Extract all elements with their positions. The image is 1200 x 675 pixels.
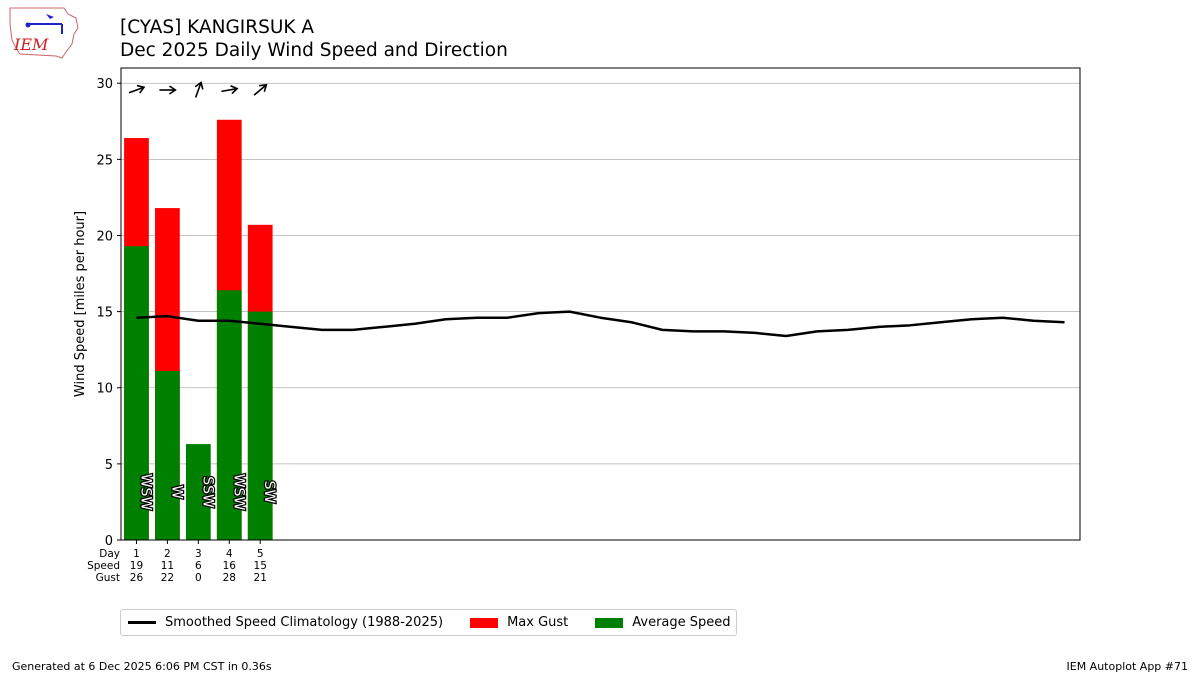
direction-arrow [159,85,177,95]
y-tick-label: 0 [105,534,113,549]
axes: 051015202530DaySpeedGust1192621122360416… [87,67,1081,584]
gust-value-label: 26 [130,572,144,584]
y-tick-label: 5 [105,458,113,473]
wind-chart: WSW W SSW WSW SW 051015202530DaySpeedGust119… [73,67,1081,584]
direction-arrow [221,84,239,95]
legend: Smoothed Speed Climatology (1988-2025) M… [120,609,737,636]
grid-lines [121,82,1080,465]
gust-value-label: 22 [161,572,174,584]
table-row-label: Day [99,548,120,560]
legend-avg: Average Speed [595,615,731,630]
direction-labels: WSW W SSW WSW SW [136,472,278,511]
direction-arrow-shaft [253,84,267,96]
generated-footer: Generated at 6 Dec 2025 6:06 PM CST in 0… [12,660,272,673]
legend-gust: Max Gust [470,615,568,630]
legend-climatology: Smoothed Speed Climatology (1988-2025) [128,615,443,630]
direction-label: WSW [137,474,153,511]
direction-arrow-head [168,85,177,95]
speed-value-label: 19 [130,560,143,572]
direction-arrow-shaft [221,87,237,93]
legend-line-swatch [128,621,156,624]
speed-value-label: 6 [195,560,202,572]
day-label: 4 [226,548,233,560]
legend-avg-swatch [595,617,624,628]
legend-gust-label: Max Gust [507,615,569,630]
legend-gust-swatch [470,617,499,628]
direction-arrow-head [230,84,239,95]
direction-arrow-head [194,81,204,90]
bars [124,119,273,541]
direction-label: WSW [230,474,246,511]
table-row-label: Gust [96,572,120,584]
y-axis-label: Wind Speed [miles per hour] [73,211,88,397]
gust-value-label: 21 [254,572,267,584]
y-tick-label: 30 [96,77,113,92]
legend-avg-label: Average Speed [632,615,731,630]
day-label: 2 [164,548,171,560]
direction-arrow-head [259,83,268,93]
direction-arrow [194,81,204,98]
direction-arrow [128,84,146,94]
y-tick-label: 20 [96,229,113,244]
direction-arrow-shaft [194,83,202,98]
y-tick-label: 25 [96,153,113,168]
avg-speed-bar [185,444,211,540]
direction-label: W [168,485,184,499]
direction-arrows [128,81,268,98]
speed-value-label: 16 [223,560,237,572]
gust-value-label: 28 [223,572,236,584]
avg-speed-bar [124,246,149,540]
day-label: 1 [133,548,140,560]
climatology-layer [136,310,1065,338]
y-tick-label: 15 [96,306,113,321]
iem-logo: IEM [9,7,79,59]
legend-climatology-label: Smoothed Speed Climatology (1988-2025) [165,615,444,630]
day-label: 5 [257,548,264,560]
direction-arrow [253,83,268,96]
plot-frame [120,67,1081,541]
direction-arrow-shaft [128,86,144,94]
day-label: 3 [195,548,202,560]
speed-value-label: 15 [254,560,267,572]
chart-title: [CYAS] KANGIRSUK A [120,17,315,38]
chart-subtitle: Dec 2025 Daily Wind Speed and Direction [120,40,508,61]
logo-text: IEM [13,35,49,54]
avg-speed-bar [155,370,180,540]
avg-speed-bar [247,311,273,540]
speed-value-label: 11 [161,560,174,572]
y-tick-label: 10 [96,382,113,397]
direction-label: SSW [199,476,215,508]
app-footer: IEM Autoplot App #71 [1066,660,1189,673]
climatology-line [136,310,1065,338]
direction-label: SW [261,481,277,504]
table-row-label: Speed [87,560,120,572]
gust-value-label: 0 [195,572,202,584]
direction-arrow-head [136,84,146,94]
avg-speed-bar [216,290,242,540]
